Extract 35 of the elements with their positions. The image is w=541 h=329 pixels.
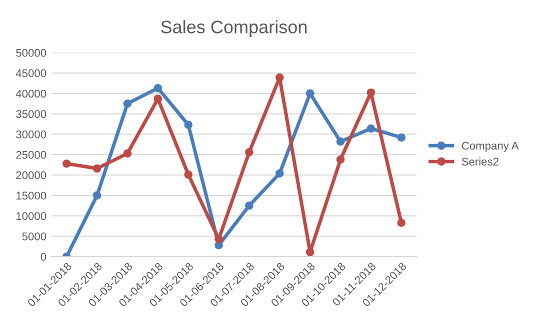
point xyxy=(92,164,102,173)
point xyxy=(397,218,406,227)
y-tick-label: 25000 xyxy=(16,150,46,159)
y-tick-label: 50000 xyxy=(16,48,46,57)
point xyxy=(123,99,132,108)
point xyxy=(366,124,376,133)
point xyxy=(336,137,345,146)
point xyxy=(275,169,284,178)
point xyxy=(245,148,254,156)
y-tick-label: 30000 xyxy=(16,130,46,138)
point xyxy=(336,155,345,164)
y-tick-label: 35000 xyxy=(16,110,46,118)
y-tick-label: 40000 xyxy=(16,90,46,98)
y-tick-label: 5000 xyxy=(22,232,46,240)
point xyxy=(245,201,254,210)
y-tick-label: 15000 xyxy=(16,192,46,200)
y-tick-label: 20000 xyxy=(16,171,46,180)
point xyxy=(366,88,376,97)
point xyxy=(184,170,193,179)
chart-title: Sales Comparison xyxy=(161,20,307,37)
y-tick-label: 10000 xyxy=(16,212,46,220)
y-tick-label: 45000 xyxy=(16,69,46,78)
point xyxy=(62,159,71,168)
legend-label: Series2 xyxy=(462,157,498,166)
point xyxy=(123,149,132,158)
point xyxy=(275,73,284,82)
point xyxy=(184,120,193,130)
y-tick-label: 0 xyxy=(40,252,46,261)
point xyxy=(306,248,314,256)
point xyxy=(92,191,102,200)
point xyxy=(154,84,162,92)
legend-label: Company A xyxy=(462,142,519,152)
point xyxy=(397,133,406,142)
point xyxy=(306,89,314,98)
point xyxy=(154,94,162,103)
